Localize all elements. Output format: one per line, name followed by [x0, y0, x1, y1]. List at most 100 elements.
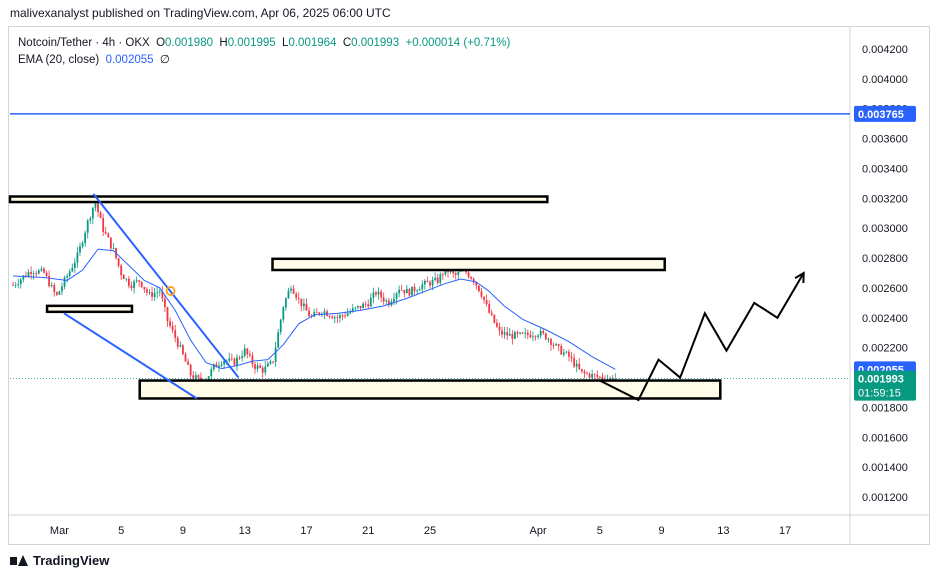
candle-body	[323, 311, 326, 314]
falling-channel-line[interactable]	[63, 312, 198, 400]
candle-body	[120, 265, 123, 276]
candle-body	[182, 345, 184, 355]
x-tick-label: 5	[118, 525, 124, 537]
candle-body	[475, 282, 478, 286]
candle-body	[287, 290, 290, 299]
candle-body	[151, 292, 153, 297]
y-tick-label: 0.004000	[862, 74, 908, 86]
candle-body	[30, 272, 33, 274]
candle-body	[212, 364, 215, 370]
candle-body	[236, 357, 238, 366]
candle-body	[300, 298, 303, 307]
candle-body	[580, 369, 583, 372]
candle-body	[601, 377, 604, 380]
candle-body	[529, 334, 532, 338]
x-tick-label: 9	[659, 525, 665, 537]
symbol-name[interactable]: Notcoin/Tether · 4h · OKX	[18, 37, 150, 49]
sr-zone-rectangle[interactable]	[271, 257, 666, 272]
candle-body	[48, 275, 51, 287]
candle-body	[516, 332, 519, 334]
candle-body	[544, 333, 547, 340]
candle-body	[17, 283, 20, 285]
candle-body	[452, 270, 455, 274]
candle-body	[218, 365, 220, 368]
candle-body	[12, 284, 14, 286]
falling-channel-line[interactable]	[92, 193, 240, 379]
hline-price-badge-bg	[854, 105, 916, 122]
candle-body	[457, 271, 460, 275]
change-value: +0.000014 (+0.71%)	[405, 37, 511, 49]
candle-body	[467, 272, 470, 278]
candle-body	[308, 310, 310, 317]
candle-body	[127, 278, 130, 286]
candle-body	[357, 305, 359, 308]
candle-body	[284, 298, 287, 308]
candle-body	[122, 275, 125, 280]
candle-body	[570, 356, 573, 359]
projection-path[interactable]	[599, 272, 805, 402]
candle-body	[346, 313, 349, 316]
candle-body	[176, 338, 179, 347]
candle-body	[393, 298, 395, 302]
candle-body	[490, 312, 493, 315]
candle-body	[99, 212, 102, 219]
candle-body	[341, 315, 344, 317]
ema-extra: ∅	[159, 54, 170, 66]
candle-body	[408, 288, 411, 296]
candle-body	[333, 317, 336, 319]
sr-zone-rectangle[interactable]	[45, 304, 134, 314]
candle-body	[382, 297, 385, 302]
candle-body	[367, 304, 370, 307]
candle-body	[532, 336, 534, 338]
hline-price-badge: 0.003765	[858, 109, 904, 121]
y-tick-label: 0.002400	[862, 313, 908, 325]
candle-body	[53, 285, 56, 293]
candle-body	[295, 293, 298, 298]
candle-body	[68, 271, 71, 277]
candle-body	[166, 307, 169, 322]
candle-body	[359, 305, 362, 309]
sr-zone-rectangle[interactable]	[138, 379, 722, 400]
candle-body	[89, 218, 92, 221]
candle-body	[197, 375, 200, 378]
candle-body	[243, 348, 246, 357]
projection-arrowhead	[794, 271, 805, 284]
candle-body	[501, 330, 503, 335]
candle-body	[27, 272, 30, 277]
candle-body	[503, 332, 506, 335]
candle-body	[50, 285, 53, 287]
candle-body	[269, 361, 272, 364]
candle-body	[521, 332, 524, 334]
ema-line	[13, 248, 616, 370]
ema-label[interactable]: EMA (20, close)	[18, 54, 100, 66]
candle-body	[58, 291, 61, 295]
candle-body	[586, 373, 588, 375]
candle-body	[449, 270, 452, 272]
candle-body	[140, 281, 143, 287]
candle-body	[194, 375, 197, 379]
x-tick-label: 25	[424, 525, 436, 537]
candle-body	[71, 267, 74, 272]
candle-body	[215, 364, 218, 368]
candle-body	[161, 291, 164, 299]
candle-body	[19, 279, 22, 284]
candle-body	[133, 281, 135, 289]
high-label: H	[219, 37, 228, 49]
candle-body	[315, 312, 318, 314]
candle-body	[436, 277, 439, 283]
candle-body	[377, 291, 380, 295]
candle-body	[387, 300, 390, 306]
x-tick-label: 17	[779, 525, 791, 537]
candle-body	[210, 369, 213, 377]
candle-body	[125, 278, 128, 280]
candle-body	[169, 321, 171, 326]
candle-body	[364, 303, 367, 305]
candle-body	[539, 330, 542, 336]
candle-body	[534, 336, 537, 338]
candle-body	[305, 303, 308, 311]
candle-body	[385, 300, 388, 302]
candle-body	[423, 280, 426, 285]
sr-zone-rectangle[interactable]	[8, 195, 549, 204]
candle-body	[588, 373, 591, 378]
